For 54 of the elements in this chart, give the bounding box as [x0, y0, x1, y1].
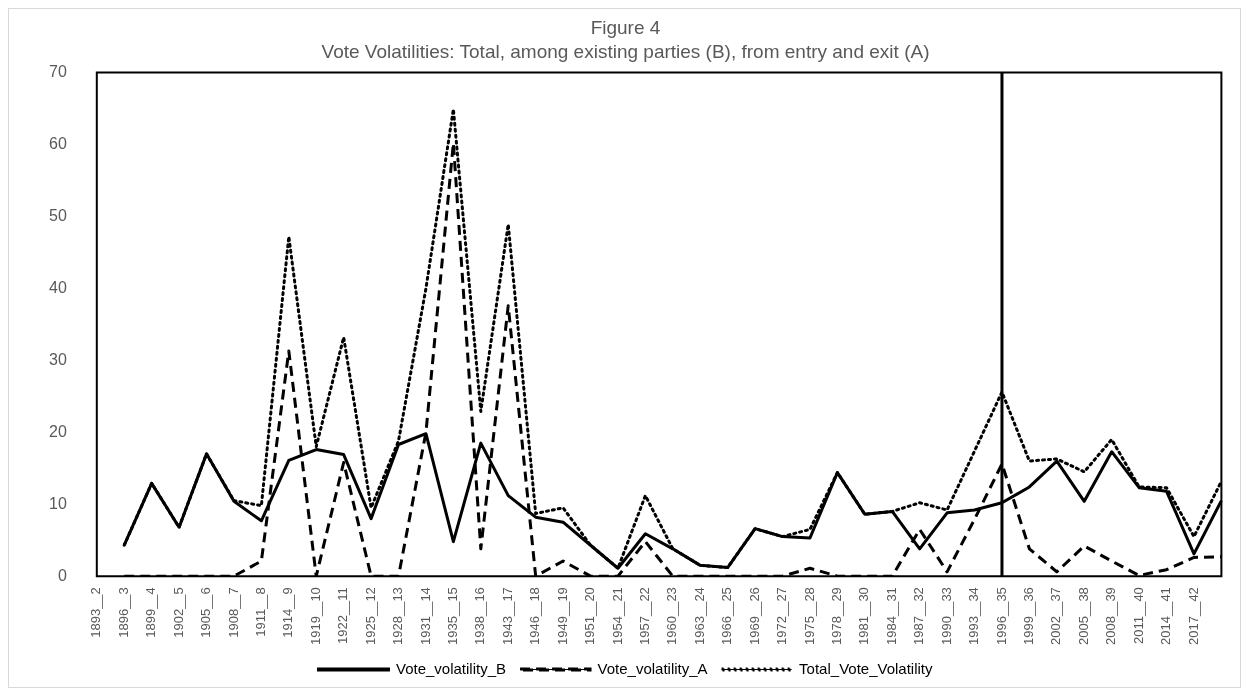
x-tick-label: 1996__35 [993, 587, 1009, 645]
x-tick-label: 1975__28 [801, 587, 817, 645]
x-tick-label: 1899__4 [143, 587, 159, 638]
x-tick-label: 1938__16 [472, 587, 488, 645]
x-tick-label: 1954__21 [609, 587, 625, 645]
x-tick-label: 1914__9 [280, 587, 296, 638]
x-tick-label: 2014__41 [1158, 587, 1174, 645]
x-tick-label: 1935__15 [444, 587, 460, 645]
x-tick-label: 1999__36 [1020, 587, 1036, 645]
legend-label: Vote_volatility_A [597, 659, 708, 677]
x-tick-label: 1957__22 [636, 587, 652, 645]
x-tick-label: 1981__30 [856, 587, 872, 645]
y-tick-label: 40 [49, 278, 67, 296]
y-tick-label: 60 [49, 134, 67, 152]
x-tick-label: 1990__33 [938, 587, 954, 645]
y-tick-label: 30 [49, 350, 67, 368]
y-tick-label: 10 [49, 494, 67, 512]
x-tick-label: 1960__23 [664, 587, 680, 645]
x-tick-label: 1925__12 [362, 587, 378, 645]
chart-subtitle: Vote Volatilities: Total, among existing parties (B), from entry and exit (A) [321, 41, 930, 63]
x-tick-label: 1963__24 [691, 587, 707, 645]
x-tick-label: 2005__38 [1075, 587, 1091, 645]
x-tick-label: 1896__3 [115, 587, 131, 638]
x-tick-label: 1908__7 [225, 587, 241, 638]
y-tick-label: 50 [49, 206, 67, 224]
x-tick-label: 1911__8 [252, 587, 268, 637]
x-tick-label: 2011__40 [1130, 587, 1146, 645]
chart-title: Figure 4 [590, 16, 661, 38]
x-tick-label: 1905__6 [198, 587, 214, 638]
x-tick-label: 1893__2 [88, 587, 104, 638]
y-tick-label: 70 [49, 63, 67, 81]
x-tick-label: 1978__29 [828, 587, 844, 645]
x-tick-label: 1946__18 [527, 587, 543, 645]
y-tick-label: 20 [49, 422, 67, 440]
x-tick-label: 2008__39 [1103, 587, 1119, 645]
x-tick-label: 2002__37 [1048, 587, 1064, 645]
x-tick-label: 1922__11 [335, 587, 351, 645]
x-tick-label: 1931__14 [417, 587, 433, 645]
legend-label: Total_Vote_Volatility [799, 659, 934, 677]
x-tick-label: 1928__13 [390, 587, 406, 645]
x-tick-label: 1972__27 [774, 587, 790, 645]
y-tick-label: 0 [57, 566, 67, 584]
x-tick-label: 1949__19 [554, 587, 570, 645]
x-tick-label: 1984__31 [883, 587, 899, 645]
x-tick-label: 1969__26 [746, 587, 762, 645]
x-tick-label: 1987__32 [911, 587, 927, 645]
x-tick-label: 2017__42 [1185, 587, 1201, 645]
x-tick-label: 1966__25 [719, 587, 735, 645]
x-tick-label: 1993__34 [966, 587, 982, 645]
x-tick-label: 1943__17 [499, 587, 515, 645]
x-tick-label: 1902__5 [170, 587, 186, 638]
legend-label: Vote_volatility_B [395, 659, 507, 677]
x-tick-label: 1919__10 [307, 587, 323, 645]
x-tick-label: 1951__20 [582, 587, 598, 645]
